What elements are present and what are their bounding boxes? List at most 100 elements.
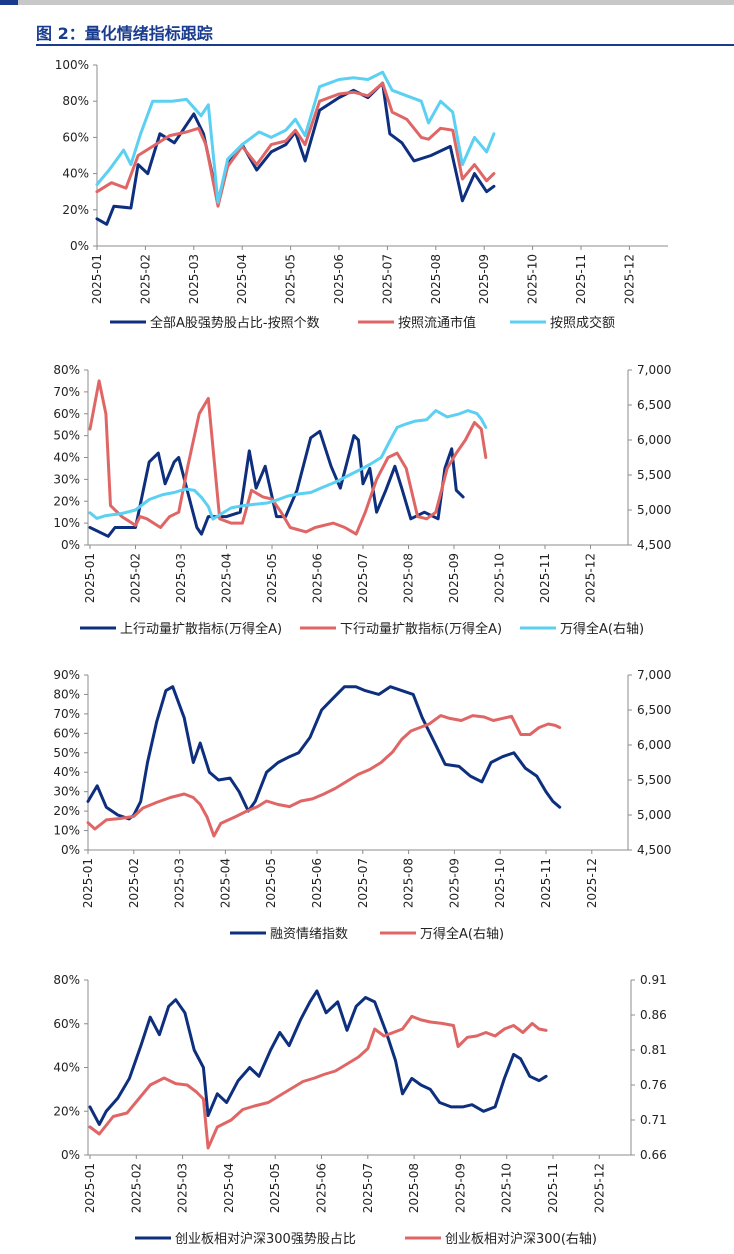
series-line-3 <box>95 70 496 205</box>
left-tick-label: 20% <box>53 494 80 508</box>
x-tick-label: 2025-03 <box>176 1163 190 1213</box>
left-tick-label: 90% <box>53 668 80 682</box>
left-tick-label: 40% <box>53 1061 80 1075</box>
x-tick-label: 2025-12 <box>592 1163 606 1213</box>
legend-label: 下行动量扩散指标(万得全A) <box>340 621 502 637</box>
left-tick-label: 0% <box>70 239 89 253</box>
x-tick-label: 2025-12 <box>585 858 599 908</box>
x-tick-label: 2025-02 <box>127 858 141 908</box>
x-tick-label: 2025-06 <box>310 858 324 908</box>
right-tick-label: 0.86 <box>640 1008 667 1022</box>
x-tick-label: 2025-03 <box>187 254 201 304</box>
x-tick-label: 2025-01 <box>90 254 104 304</box>
chart-4: 0% 20% 40% 60% 80% 0.66 0.71 0.76 0.81 0.86 0.91 20… <box>53 973 666 1247</box>
legend-label: 万得全A(右轴) <box>560 621 644 637</box>
left-tick-label: 40% <box>53 451 80 465</box>
x-tick-label: 2025-01 <box>81 858 95 908</box>
x-tick-label: 2025-02 <box>129 553 143 603</box>
x-tick-label: 2025-05 <box>265 553 279 603</box>
x-tick-label: 2025-07 <box>361 1163 375 1213</box>
x-tick-label: 2025-12 <box>584 553 598 603</box>
left-tick-label: 20% <box>62 203 89 217</box>
top-bar <box>0 0 734 5</box>
series-line-1 <box>88 989 548 1126</box>
series-line-2 <box>86 714 562 838</box>
x-tick-label: 2025-10 <box>526 254 540 304</box>
x-tick-label: 2025-09 <box>447 858 461 908</box>
x-tick-label: 2025-10 <box>493 553 507 603</box>
page-title: 图 2：量化情绪指标跟踪 <box>36 24 213 43</box>
right-tick-label: 6,500 <box>637 398 671 412</box>
legend-label: 全部A股强势股占比-按照个数 <box>150 315 320 331</box>
title-underline <box>36 44 734 46</box>
right-tick-label: 6,500 <box>637 703 671 717</box>
series-line-2 <box>88 1014 548 1150</box>
left-tick-label: 60% <box>62 130 89 144</box>
legend-label: 创业板相对沪深300强势股占比 <box>175 1231 356 1247</box>
right-tick-label: 5,500 <box>637 468 671 482</box>
x-tick-label: 2025-07 <box>356 858 370 908</box>
left-tick-label: 70% <box>53 707 80 721</box>
right-tick-label: 7,000 <box>637 363 671 377</box>
chart-1: 0% 20% 40% 60% 80% 100% 2025-01 2025-02 2025-03 2… <box>55 58 668 331</box>
x-tick-label: 2025-08 <box>407 1163 421 1213</box>
right-tick-label: 4,500 <box>637 538 671 552</box>
series-line-1 <box>88 429 465 538</box>
series-line-1 <box>86 685 562 821</box>
right-tick-label: 0.76 <box>640 1078 667 1092</box>
x-tick-label: 2025-02 <box>129 1163 143 1213</box>
x-tick-label: 2025-11 <box>539 858 553 908</box>
x-tick-label: 2025-06 <box>311 553 325 603</box>
left-tick-label: 80% <box>53 687 80 701</box>
right-tick-label: 6,000 <box>637 738 671 752</box>
right-tick-label: 0.71 <box>640 1113 667 1127</box>
series-line-2 <box>88 379 488 536</box>
x-tick-label: 2025-02 <box>138 254 152 304</box>
legend-label: 创业板相对沪深300(右轴) <box>445 1231 597 1247</box>
left-tick-label: 50% <box>53 746 80 760</box>
x-tick-label: 2025-03 <box>174 553 188 603</box>
x-tick-label: 2025-04 <box>220 553 234 603</box>
left-tick-label: 10% <box>53 516 80 530</box>
left-tick-label: 60% <box>53 1017 80 1031</box>
x-tick-label: 2025-08 <box>402 553 416 603</box>
right-tick-label: 0.66 <box>640 1148 667 1162</box>
left-tick-label: 0% <box>61 538 80 552</box>
x-tick-label: 2025-04 <box>235 254 249 304</box>
left-tick-label: 80% <box>53 973 80 987</box>
x-tick-label: 2025-07 <box>356 553 370 603</box>
x-tick-label: 2025-09 <box>453 1163 467 1213</box>
x-tick-label: 2025-06 <box>315 1163 329 1213</box>
series-line-2 <box>95 81 496 208</box>
left-tick-label: 10% <box>53 824 80 838</box>
left-tick-label: 0% <box>61 843 80 857</box>
x-tick-label: 2025-05 <box>264 858 278 908</box>
legend-label: 融资情绪指数 <box>270 927 348 942</box>
x-tick-label: 2025-05 <box>268 1163 282 1213</box>
x-tick-label: 2025-08 <box>402 858 416 908</box>
left-tick-label: 50% <box>53 429 80 443</box>
left-tick-label: 40% <box>53 765 80 779</box>
left-tick-label: 20% <box>53 804 80 818</box>
x-tick-label: 2025-01 <box>83 1163 97 1213</box>
left-tick-label: 100% <box>55 58 89 72</box>
left-tick-label: 40% <box>62 167 89 181</box>
x-tick-label: 2025-09 <box>447 553 461 603</box>
left-tick-label: 30% <box>53 472 80 486</box>
right-tick-label: 0.81 <box>640 1043 667 1057</box>
x-tick-label: 2025-03 <box>173 858 187 908</box>
top-bar-accent <box>0 0 18 5</box>
chart-3: 0% 10% 20% 30% 40% 50% 60% 70% 80% 90% 4,500 5,000 5… <box>53 668 671 942</box>
left-tick-label: 70% <box>53 385 80 399</box>
x-tick-label: 2025-10 <box>500 1163 514 1213</box>
x-tick-label: 2025-12 <box>622 254 636 304</box>
legend-label: 万得全A(右轴) <box>420 926 504 942</box>
left-tick-label: 80% <box>53 363 80 377</box>
series-line-3 <box>88 409 488 521</box>
x-tick-label: 2025-01 <box>83 553 97 603</box>
x-tick-label: 2025-04 <box>218 858 232 908</box>
chart-2: 0% 10% 20% 30% 40% 50% 60% 70% 80% 4,500 5,000 5,50… <box>53 363 671 637</box>
left-tick-label: 30% <box>53 785 80 799</box>
series-line-1 <box>95 81 496 226</box>
